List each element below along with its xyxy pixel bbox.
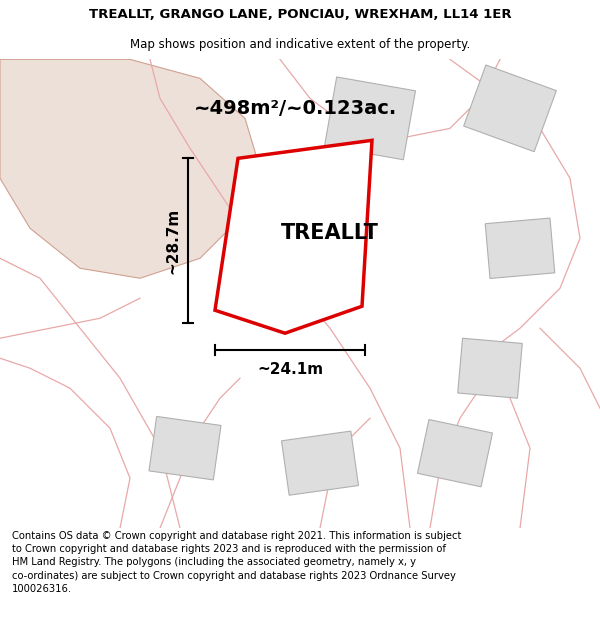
Text: ~498m²/~0.123ac.: ~498m²/~0.123ac.	[193, 99, 397, 118]
Text: ~28.7m: ~28.7m	[165, 208, 180, 274]
Polygon shape	[485, 218, 555, 279]
Text: Contains OS data © Crown copyright and database right 2021. This information is : Contains OS data © Crown copyright and d…	[12, 531, 461, 594]
Polygon shape	[464, 65, 556, 152]
Polygon shape	[0, 59, 600, 528]
Polygon shape	[149, 416, 221, 480]
Text: TREALLT: TREALLT	[281, 223, 379, 243]
Polygon shape	[0, 59, 260, 278]
Polygon shape	[215, 141, 372, 333]
Polygon shape	[325, 77, 415, 160]
Polygon shape	[245, 215, 346, 312]
Text: TREALLT, GRANGO LANE, PONCIAU, WREXHAM, LL14 1ER: TREALLT, GRANGO LANE, PONCIAU, WREXHAM, …	[89, 8, 511, 21]
Text: Map shows position and indicative extent of the property.: Map shows position and indicative extent…	[130, 38, 470, 51]
Polygon shape	[418, 419, 493, 487]
Polygon shape	[458, 338, 522, 398]
Text: ~24.1m: ~24.1m	[257, 362, 323, 378]
Polygon shape	[281, 431, 358, 495]
